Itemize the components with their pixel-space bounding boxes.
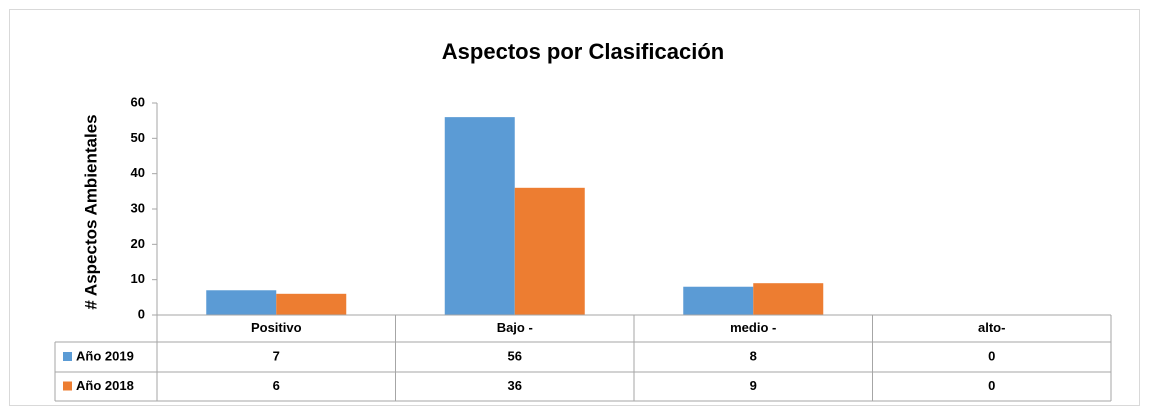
bar xyxy=(444,117,515,315)
legend-swatch xyxy=(63,381,72,391)
table-value: 36 xyxy=(508,378,522,393)
table-value: 0 xyxy=(988,348,995,363)
legend-label: Año 2019 xyxy=(76,348,134,363)
table-value: 56 xyxy=(508,348,522,363)
table-value: 0 xyxy=(988,378,995,393)
x-tick-label: Positivo xyxy=(251,320,302,335)
legend-swatch xyxy=(63,352,72,361)
bar xyxy=(753,283,824,315)
table-value: 8 xyxy=(750,348,757,363)
chart-title: Aspectos por Clasificación xyxy=(442,39,724,64)
y-tick-label: 40 xyxy=(131,165,145,180)
legend-label: Año 2018 xyxy=(76,378,134,393)
x-tick-label: alto- xyxy=(978,320,1005,335)
y-axis-title: # Aspectos Ambientales xyxy=(81,114,100,309)
bar xyxy=(683,286,754,315)
bar xyxy=(276,293,347,315)
y-tick-label: 0 xyxy=(138,306,145,321)
table-value: 6 xyxy=(273,378,280,393)
y-tick-label: 30 xyxy=(131,200,145,215)
table-value: 7 xyxy=(273,348,280,363)
y-tick-label: 60 xyxy=(131,94,145,109)
bar xyxy=(206,290,277,315)
y-tick-label: 50 xyxy=(131,130,145,145)
x-tick-label: medio - xyxy=(730,320,776,335)
bar xyxy=(514,187,585,315)
x-tick-label: Bajo - xyxy=(497,320,533,335)
y-tick-label: 20 xyxy=(131,236,145,251)
y-tick-label: 10 xyxy=(131,271,145,286)
table-value: 9 xyxy=(750,378,757,393)
